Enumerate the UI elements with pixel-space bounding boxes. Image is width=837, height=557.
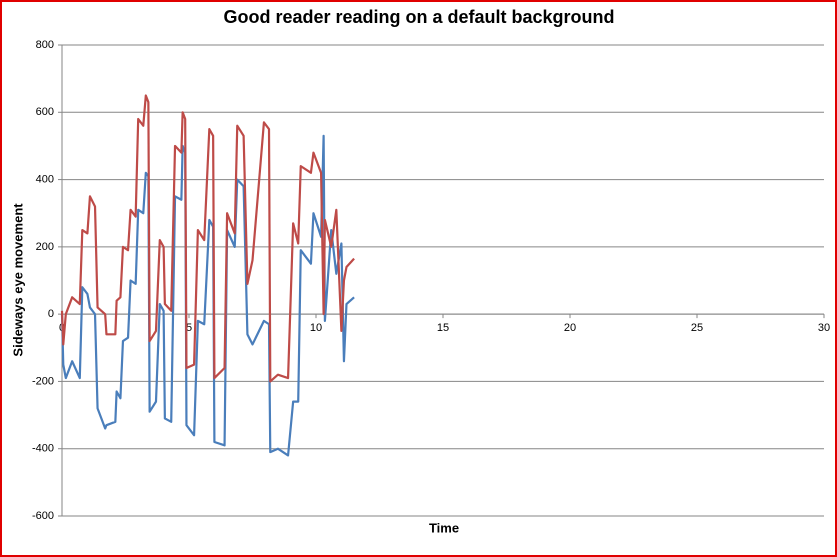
y-tick-label: 800 [36,39,54,51]
y-tick-label: 600 [36,106,54,118]
y-tick-label: -200 [32,375,54,387]
y-tick-label: -400 [32,443,54,455]
x-tick-label: 20 [564,322,576,334]
x-tick-label: 5 [186,322,192,334]
y-axis-title: Sideways eye movement [10,203,25,357]
y-tick-label: 400 [36,173,54,185]
x-tick-label: 10 [310,322,322,334]
data-line [60,94,355,383]
y-tick-label: 200 [36,241,54,253]
y-tick-label: -600 [32,510,54,522]
x-tick-label: 25 [691,322,703,334]
x-axis-title: Time [429,520,459,535]
x-tick-label: 15 [437,322,449,334]
y-tick-label: 0 [48,308,54,320]
x-tick-label: 30 [818,322,830,334]
chart-title: Good reader reading on a default backgro… [223,7,614,27]
